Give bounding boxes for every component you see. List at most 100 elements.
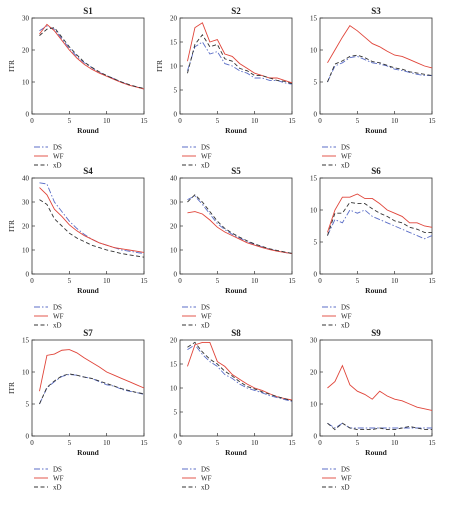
x-tick-label: 0 [318,277,322,285]
x-axis-label: Round [77,126,100,135]
y-tick-label: 20 [170,223,178,231]
y-tick-label: 30 [170,199,178,207]
series-line-ds [39,374,145,405]
chart-title: S7 [83,328,93,338]
x-axis-label: Round [77,448,100,457]
series-line-xd [39,27,145,89]
y-tick-label: 20 [22,223,30,231]
x-tick-label: 10 [103,117,111,125]
y-tick-label: 10 [310,207,318,215]
x-tick-label: 15 [429,439,437,447]
series-line-xd [39,373,145,405]
legend-label-ds: DS [341,304,350,312]
y-tick-label: 0 [314,271,318,279]
series-line-xd [327,422,432,431]
x-tick-label: 0 [30,117,34,125]
legend-label-ds: DS [201,466,210,474]
y-tick-label: 40 [22,175,30,183]
x-tick-label: 15 [289,277,297,285]
y-tick-label: 10 [170,385,178,393]
legend-label-xd: xD [341,162,350,170]
x-tick-label: 10 [103,277,111,285]
legend-label-xd: xD [201,484,210,492]
y-tick-label: 0 [314,433,318,441]
x-axis-label: Round [77,286,100,295]
y-tick-label: 0 [26,271,30,279]
x-tick-label: 5 [68,439,72,447]
chart-title: S2 [231,6,241,16]
y-tick-label: 20 [170,337,178,345]
y-tick-label: 40 [170,175,178,183]
series-line-ds [187,344,293,402]
y-tick-label: 10 [310,401,318,409]
series-line-wf [187,211,293,255]
y-tick-label: 0 [26,111,30,119]
legend-label-wf: WF [53,153,64,161]
legend-label-xd: xD [53,484,62,492]
chart-title: S8 [231,328,241,338]
y-tick-label: 15 [170,39,178,47]
y-tick-label: 30 [22,15,30,23]
y-tick-label: 15 [170,361,178,369]
y-tick-label: 0 [174,271,178,279]
x-tick-label: 15 [141,277,149,285]
y-tick-label: 20 [310,369,318,377]
y-tick-label: 15 [310,175,318,183]
chart-title: S9 [371,328,381,338]
series-line-ds [39,182,145,255]
y-tick-label: 20 [22,47,30,55]
y-tick-label: 15 [310,15,318,23]
x-tick-label: 10 [251,277,259,285]
x-tick-label: 5 [356,117,360,125]
y-tick-label: 30 [22,199,30,207]
plot-frame [319,339,433,437]
legend-label-wf: WF [201,475,212,483]
y-tick-label: 5 [174,87,178,95]
x-axis-label: Round [365,448,388,457]
legend-label-ds: DS [53,466,62,474]
y-tick-label: 10 [170,63,178,71]
y-tick-label: 5 [314,239,318,247]
x-tick-label: 10 [251,439,259,447]
x-tick-label: 10 [251,117,259,125]
legend-label-xd: xD [53,162,62,170]
series-line-wf [327,193,433,233]
series-line-wf [327,25,433,69]
y-tick-label: 20 [170,15,178,23]
y-tick-label: 5 [26,401,30,409]
legend-label-xd: xD [201,162,210,170]
legend-label-xd: xD [53,322,62,330]
x-axis-label: Round [225,126,248,135]
y-axis-label: ITR [7,60,16,72]
legend-label-ds: DS [53,144,62,152]
series-line-ds [187,195,293,255]
plot-frame [179,339,293,437]
x-tick-label: 10 [391,439,399,447]
y-tick-label: 15 [22,337,30,345]
x-tick-label: 0 [318,439,322,447]
series-line-wf [187,22,293,84]
x-tick-label: 15 [429,117,437,125]
legend-label-ds: DS [341,144,350,152]
y-tick-label: 5 [174,409,178,417]
x-tick-label: 5 [68,277,72,285]
legend-label-ds: DS [341,466,350,474]
legend-label-xd: xD [341,484,350,492]
x-tick-label: 0 [178,439,182,447]
series-line-ds [187,41,293,85]
x-axis-label: Round [225,448,248,457]
y-tick-label: 30 [310,337,318,345]
x-tick-label: 10 [391,117,399,125]
plot-frame [31,177,145,275]
chart-title: S1 [83,6,93,16]
plot-frame [31,17,145,115]
